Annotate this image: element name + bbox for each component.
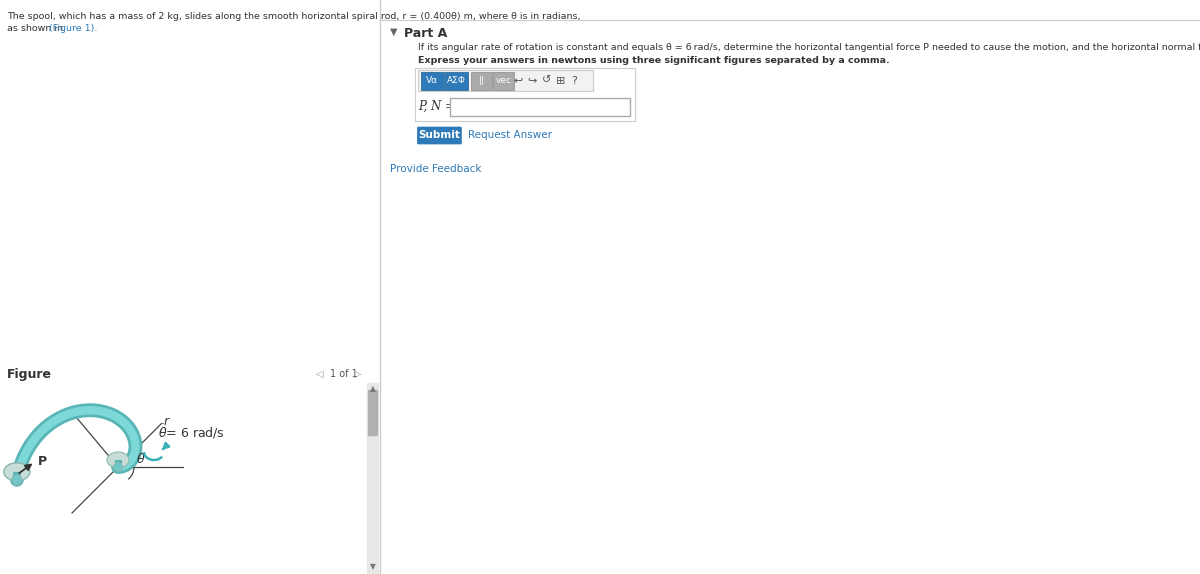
- Text: ▼: ▼: [390, 27, 398, 37]
- Text: $\theta$: $\theta$: [136, 452, 145, 466]
- FancyBboxPatch shape: [421, 72, 444, 90]
- FancyBboxPatch shape: [418, 127, 461, 144]
- Text: ▼: ▼: [370, 562, 376, 571]
- Circle shape: [12, 475, 22, 485]
- Text: ◁: ◁: [316, 369, 324, 379]
- Text: ?: ?: [571, 76, 577, 86]
- Text: ⊞: ⊞: [556, 76, 565, 86]
- Text: as shown in: as shown in: [7, 24, 66, 33]
- Bar: [368, 390, 377, 435]
- Text: P, N =: P, N =: [419, 99, 455, 113]
- Text: Express your answers in newtons using three significant figures separated by a c: Express your answers in newtons using th…: [419, 56, 890, 65]
- Text: Part A: Part A: [404, 27, 448, 40]
- Text: ↪: ↪: [528, 76, 538, 86]
- Circle shape: [114, 463, 122, 471]
- Text: AΣΦ: AΣΦ: [446, 76, 466, 85]
- Text: ||: ||: [479, 76, 485, 85]
- Text: $\dot{\theta}$= 6 rad/s: $\dot{\theta}$= 6 rad/s: [158, 422, 224, 441]
- Ellipse shape: [4, 463, 30, 481]
- Text: vec: vec: [496, 76, 511, 85]
- Text: ▲: ▲: [370, 384, 376, 393]
- Bar: [0, 0, 380, 574]
- Text: (Figure 1).: (Figure 1).: [49, 24, 97, 33]
- Text: ↺: ↺: [541, 76, 551, 86]
- Text: ▷: ▷: [354, 369, 361, 379]
- FancyBboxPatch shape: [419, 70, 593, 91]
- Bar: [114, 460, 121, 469]
- Text: The spool, which has a mass of 2 kg, slides along the smooth horizontal spiral r: The spool, which has a mass of 2 kg, sli…: [7, 12, 581, 21]
- Bar: [367, 383, 378, 574]
- Bar: [415, 68, 636, 121]
- Text: ↩: ↩: [514, 76, 523, 86]
- Text: Figure: Figure: [7, 368, 52, 381]
- Text: Vα: Vα: [426, 76, 438, 85]
- Text: $r$: $r$: [163, 415, 172, 428]
- FancyBboxPatch shape: [470, 72, 492, 90]
- Bar: [13, 472, 20, 482]
- Text: Request Answer: Request Answer: [468, 130, 552, 141]
- Text: P: P: [38, 455, 47, 468]
- Text: Submit: Submit: [419, 130, 461, 141]
- FancyBboxPatch shape: [445, 72, 468, 90]
- Text: 1 of 1: 1 of 1: [330, 369, 358, 379]
- Text: Provide Feedback: Provide Feedback: [390, 164, 482, 174]
- Ellipse shape: [107, 452, 130, 468]
- FancyBboxPatch shape: [493, 72, 514, 90]
- Text: If its angular rate of rotation is constant and equals θ̇ = 6 rad/s, determine t: If its angular rate of rotation is const…: [419, 43, 1200, 52]
- Bar: [450, 98, 630, 116]
